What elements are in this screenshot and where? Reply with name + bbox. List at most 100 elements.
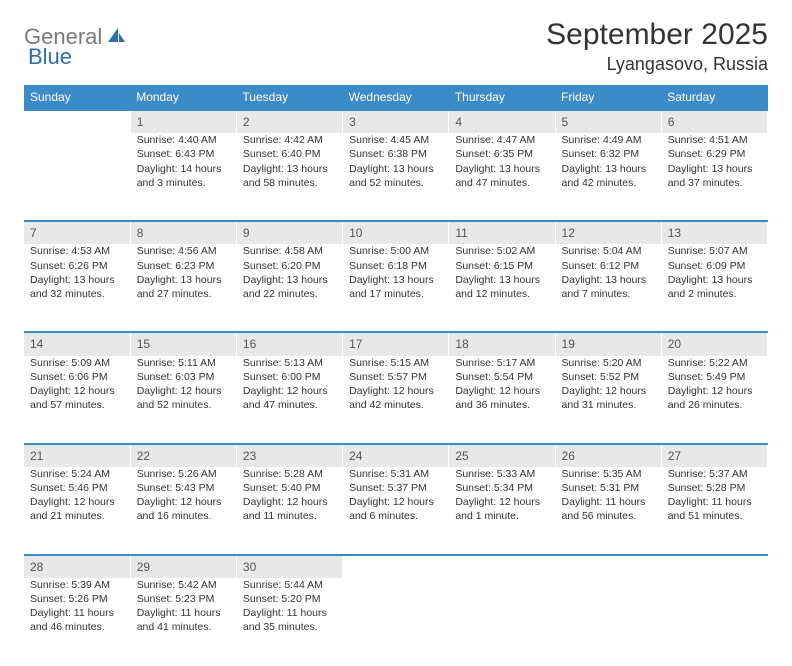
sunrise-text: Sunrise: 4:51 AM <box>668 133 761 147</box>
day-content-row: Sunrise: 4:40 AMSunset: 6:43 PMDaylight:… <box>24 133 768 221</box>
day-content-row: Sunrise: 4:53 AMSunset: 6:26 PMDaylight:… <box>24 244 768 332</box>
day1-text: Daylight: 13 hours <box>349 273 442 287</box>
day-cell: Sunrise: 5:31 AMSunset: 5:37 PMDaylight:… <box>343 467 449 555</box>
day2-text: and 35 minutes. <box>243 620 336 634</box>
day-number: 4 <box>449 110 555 133</box>
day-number-row: 14151617181920 <box>24 332 768 355</box>
header: General September 2025 Lyangasovo, Russi… <box>24 18 768 75</box>
day1-text: Daylight: 14 hours <box>137 162 230 176</box>
sunset-text: Sunset: 5:49 PM <box>668 370 761 384</box>
sunset-text: Sunset: 6:03 PM <box>137 370 230 384</box>
day2-text: and 47 minutes. <box>243 398 336 412</box>
calendar-table: Sunday Monday Tuesday Wednesday Thursday… <box>24 85 768 666</box>
sunrise-text: Sunrise: 4:53 AM <box>30 244 124 258</box>
sunset-text: Sunset: 6:18 PM <box>349 259 442 273</box>
day2-text: and 56 minutes. <box>562 509 655 523</box>
sunset-text: Sunset: 6:26 PM <box>30 259 124 273</box>
weekday-header: Sunday <box>24 85 130 110</box>
day-cell: Sunrise: 5:17 AMSunset: 5:54 PMDaylight:… <box>449 356 555 444</box>
sunrise-text: Sunrise: 5:00 AM <box>349 244 442 258</box>
day2-text: and 37 minutes. <box>668 176 761 190</box>
sunset-text: Sunset: 5:31 PM <box>562 481 655 495</box>
day1-text: Daylight: 12 hours <box>30 495 124 509</box>
sunrise-text: Sunrise: 5:09 AM <box>30 356 124 370</box>
sunrise-text: Sunrise: 5:26 AM <box>137 467 230 481</box>
day2-text: and 42 minutes. <box>562 176 655 190</box>
day2-text: and 6 minutes. <box>349 509 442 523</box>
day-number: 5 <box>555 110 661 133</box>
day-cell: Sunrise: 4:47 AMSunset: 6:35 PMDaylight:… <box>449 133 555 221</box>
day1-text: Daylight: 13 hours <box>30 273 124 287</box>
sunrise-text: Sunrise: 5:39 AM <box>30 578 124 592</box>
sunset-text: Sunset: 6:20 PM <box>243 259 336 273</box>
sunrise-text: Sunrise: 5:20 AM <box>562 356 655 370</box>
sunrise-text: Sunrise: 5:24 AM <box>30 467 124 481</box>
sunset-text: Sunset: 5:23 PM <box>137 592 230 606</box>
day1-text: Daylight: 12 hours <box>243 495 336 509</box>
day2-text: and 41 minutes. <box>137 620 230 634</box>
sunrise-text: Sunrise: 5:11 AM <box>137 356 230 370</box>
day-number <box>449 555 555 578</box>
day-number: 19 <box>555 332 661 355</box>
day-cell <box>555 578 661 666</box>
weekday-header: Monday <box>130 85 236 110</box>
day-cell: Sunrise: 5:22 AMSunset: 5:49 PMDaylight:… <box>661 356 767 444</box>
day-number: 21 <box>24 444 130 467</box>
month-title: September 2025 <box>546 18 768 52</box>
day-number: 30 <box>236 555 342 578</box>
sunrise-text: Sunrise: 4:40 AM <box>137 133 230 147</box>
sunrise-text: Sunrise: 4:45 AM <box>349 133 442 147</box>
weekday-header-row: Sunday Monday Tuesday Wednesday Thursday… <box>24 85 768 110</box>
sunset-text: Sunset: 5:43 PM <box>137 481 230 495</box>
day1-text: Daylight: 13 hours <box>668 162 761 176</box>
day-number: 12 <box>555 221 661 244</box>
title-block: September 2025 Lyangasovo, Russia <box>546 18 768 75</box>
day-number: 6 <box>661 110 767 133</box>
day2-text: and 51 minutes. <box>668 509 761 523</box>
day-number: 13 <box>661 221 767 244</box>
day-cell <box>24 133 130 221</box>
day1-text: Daylight: 12 hours <box>455 384 548 398</box>
day-number: 23 <box>236 444 342 467</box>
day2-text: and 47 minutes. <box>455 176 548 190</box>
day-cell: Sunrise: 5:39 AMSunset: 5:26 PMDaylight:… <box>24 578 130 666</box>
sunrise-text: Sunrise: 4:47 AM <box>455 133 548 147</box>
day2-text: and 3 minutes. <box>137 176 230 190</box>
sunrise-text: Sunrise: 5:17 AM <box>455 356 548 370</box>
day2-text: and 21 minutes. <box>30 509 124 523</box>
day-cell: Sunrise: 5:13 AMSunset: 6:00 PMDaylight:… <box>236 356 342 444</box>
day1-text: Daylight: 13 hours <box>668 273 761 287</box>
day2-text: and 7 minutes. <box>562 287 655 301</box>
day2-text: and 42 minutes. <box>349 398 442 412</box>
day1-text: Daylight: 11 hours <box>668 495 761 509</box>
sunrise-text: Sunrise: 4:49 AM <box>562 133 655 147</box>
day2-text: and 36 minutes. <box>455 398 548 412</box>
sunrise-text: Sunrise: 5:35 AM <box>562 467 655 481</box>
day-cell: Sunrise: 4:49 AMSunset: 6:32 PMDaylight:… <box>555 133 661 221</box>
day-number: 17 <box>343 332 449 355</box>
sunset-text: Sunset: 5:54 PM <box>455 370 548 384</box>
day-cell: Sunrise: 5:37 AMSunset: 5:28 PMDaylight:… <box>661 467 767 555</box>
day1-text: Daylight: 11 hours <box>30 606 124 620</box>
sunset-text: Sunset: 6:35 PM <box>455 147 548 161</box>
day-number: 22 <box>130 444 236 467</box>
day-cell: Sunrise: 5:15 AMSunset: 5:57 PMDaylight:… <box>343 356 449 444</box>
sunrise-text: Sunrise: 5:15 AM <box>349 356 442 370</box>
sunrise-text: Sunrise: 5:37 AM <box>668 467 761 481</box>
day-number: 9 <box>236 221 342 244</box>
day-cell: Sunrise: 5:26 AMSunset: 5:43 PMDaylight:… <box>130 467 236 555</box>
sunrise-text: Sunrise: 4:42 AM <box>243 133 336 147</box>
sunset-text: Sunset: 6:06 PM <box>30 370 124 384</box>
day-content-row: Sunrise: 5:39 AMSunset: 5:26 PMDaylight:… <box>24 578 768 666</box>
day2-text: and 11 minutes. <box>243 509 336 523</box>
sunset-text: Sunset: 6:29 PM <box>668 147 761 161</box>
day-cell <box>343 578 449 666</box>
day-cell: Sunrise: 5:24 AMSunset: 5:46 PMDaylight:… <box>24 467 130 555</box>
day-number <box>661 555 767 578</box>
day1-text: Daylight: 13 hours <box>562 162 655 176</box>
day2-text: and 17 minutes. <box>349 287 442 301</box>
sunset-text: Sunset: 6:00 PM <box>243 370 336 384</box>
sunrise-text: Sunrise: 5:44 AM <box>243 578 336 592</box>
day1-text: Daylight: 13 hours <box>243 162 336 176</box>
day2-text: and 31 minutes. <box>562 398 655 412</box>
